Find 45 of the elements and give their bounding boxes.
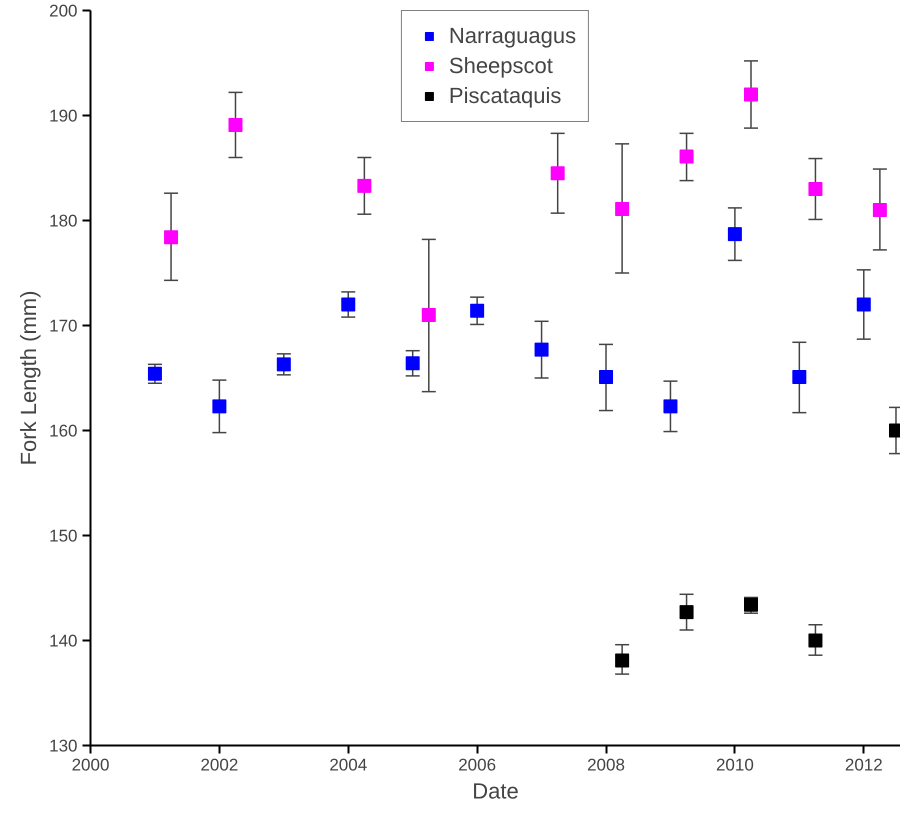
y-axis-title: Fork Length (mm) [16,290,42,466]
point [792,370,806,384]
y-tick-label: 130 [49,736,78,756]
point [148,366,162,381]
point [615,202,630,216]
point [228,118,242,132]
point [212,399,226,414]
legend-label: Sheepscot [448,53,553,79]
point [680,149,694,164]
y-tick-label: 200 [49,2,78,20]
y-tick-label: 140 [49,632,78,650]
point [680,605,694,620]
point [808,182,822,196]
legend-label: Narraguagus [448,23,576,49]
point [872,203,887,217]
point [808,634,822,648]
y-tick-label: 160 [49,422,78,440]
point [615,653,630,668]
point [856,298,871,312]
y-tick-label: 180 [49,212,78,230]
point [550,166,565,180]
y-tick-label: 190 [49,106,78,126]
point [406,356,420,370]
point [470,304,484,318]
point [276,357,291,372]
x-tick-label: 2004 [329,756,368,774]
x-tick-label: 2002 [200,756,238,774]
x-tick-label: 2006 [458,756,496,774]
point [728,227,742,242]
y-tick-label: 170 [49,316,78,336]
x-tick-label: 2010 [716,756,754,774]
x-tick-label: 2012 [844,756,883,774]
legend-label: Piscataquis [448,83,562,109]
x-tick-label: 2000 [72,756,110,774]
point [341,298,356,312]
x-axis-title: Date [472,778,519,804]
point [744,88,758,102]
point [534,342,549,357]
point [599,370,614,384]
point [663,399,678,414]
point [357,178,372,193]
point [164,230,178,244]
y-tick-label: 150 [49,526,78,546]
x-tick-label: 2008 [587,756,625,774]
point [422,308,436,322]
